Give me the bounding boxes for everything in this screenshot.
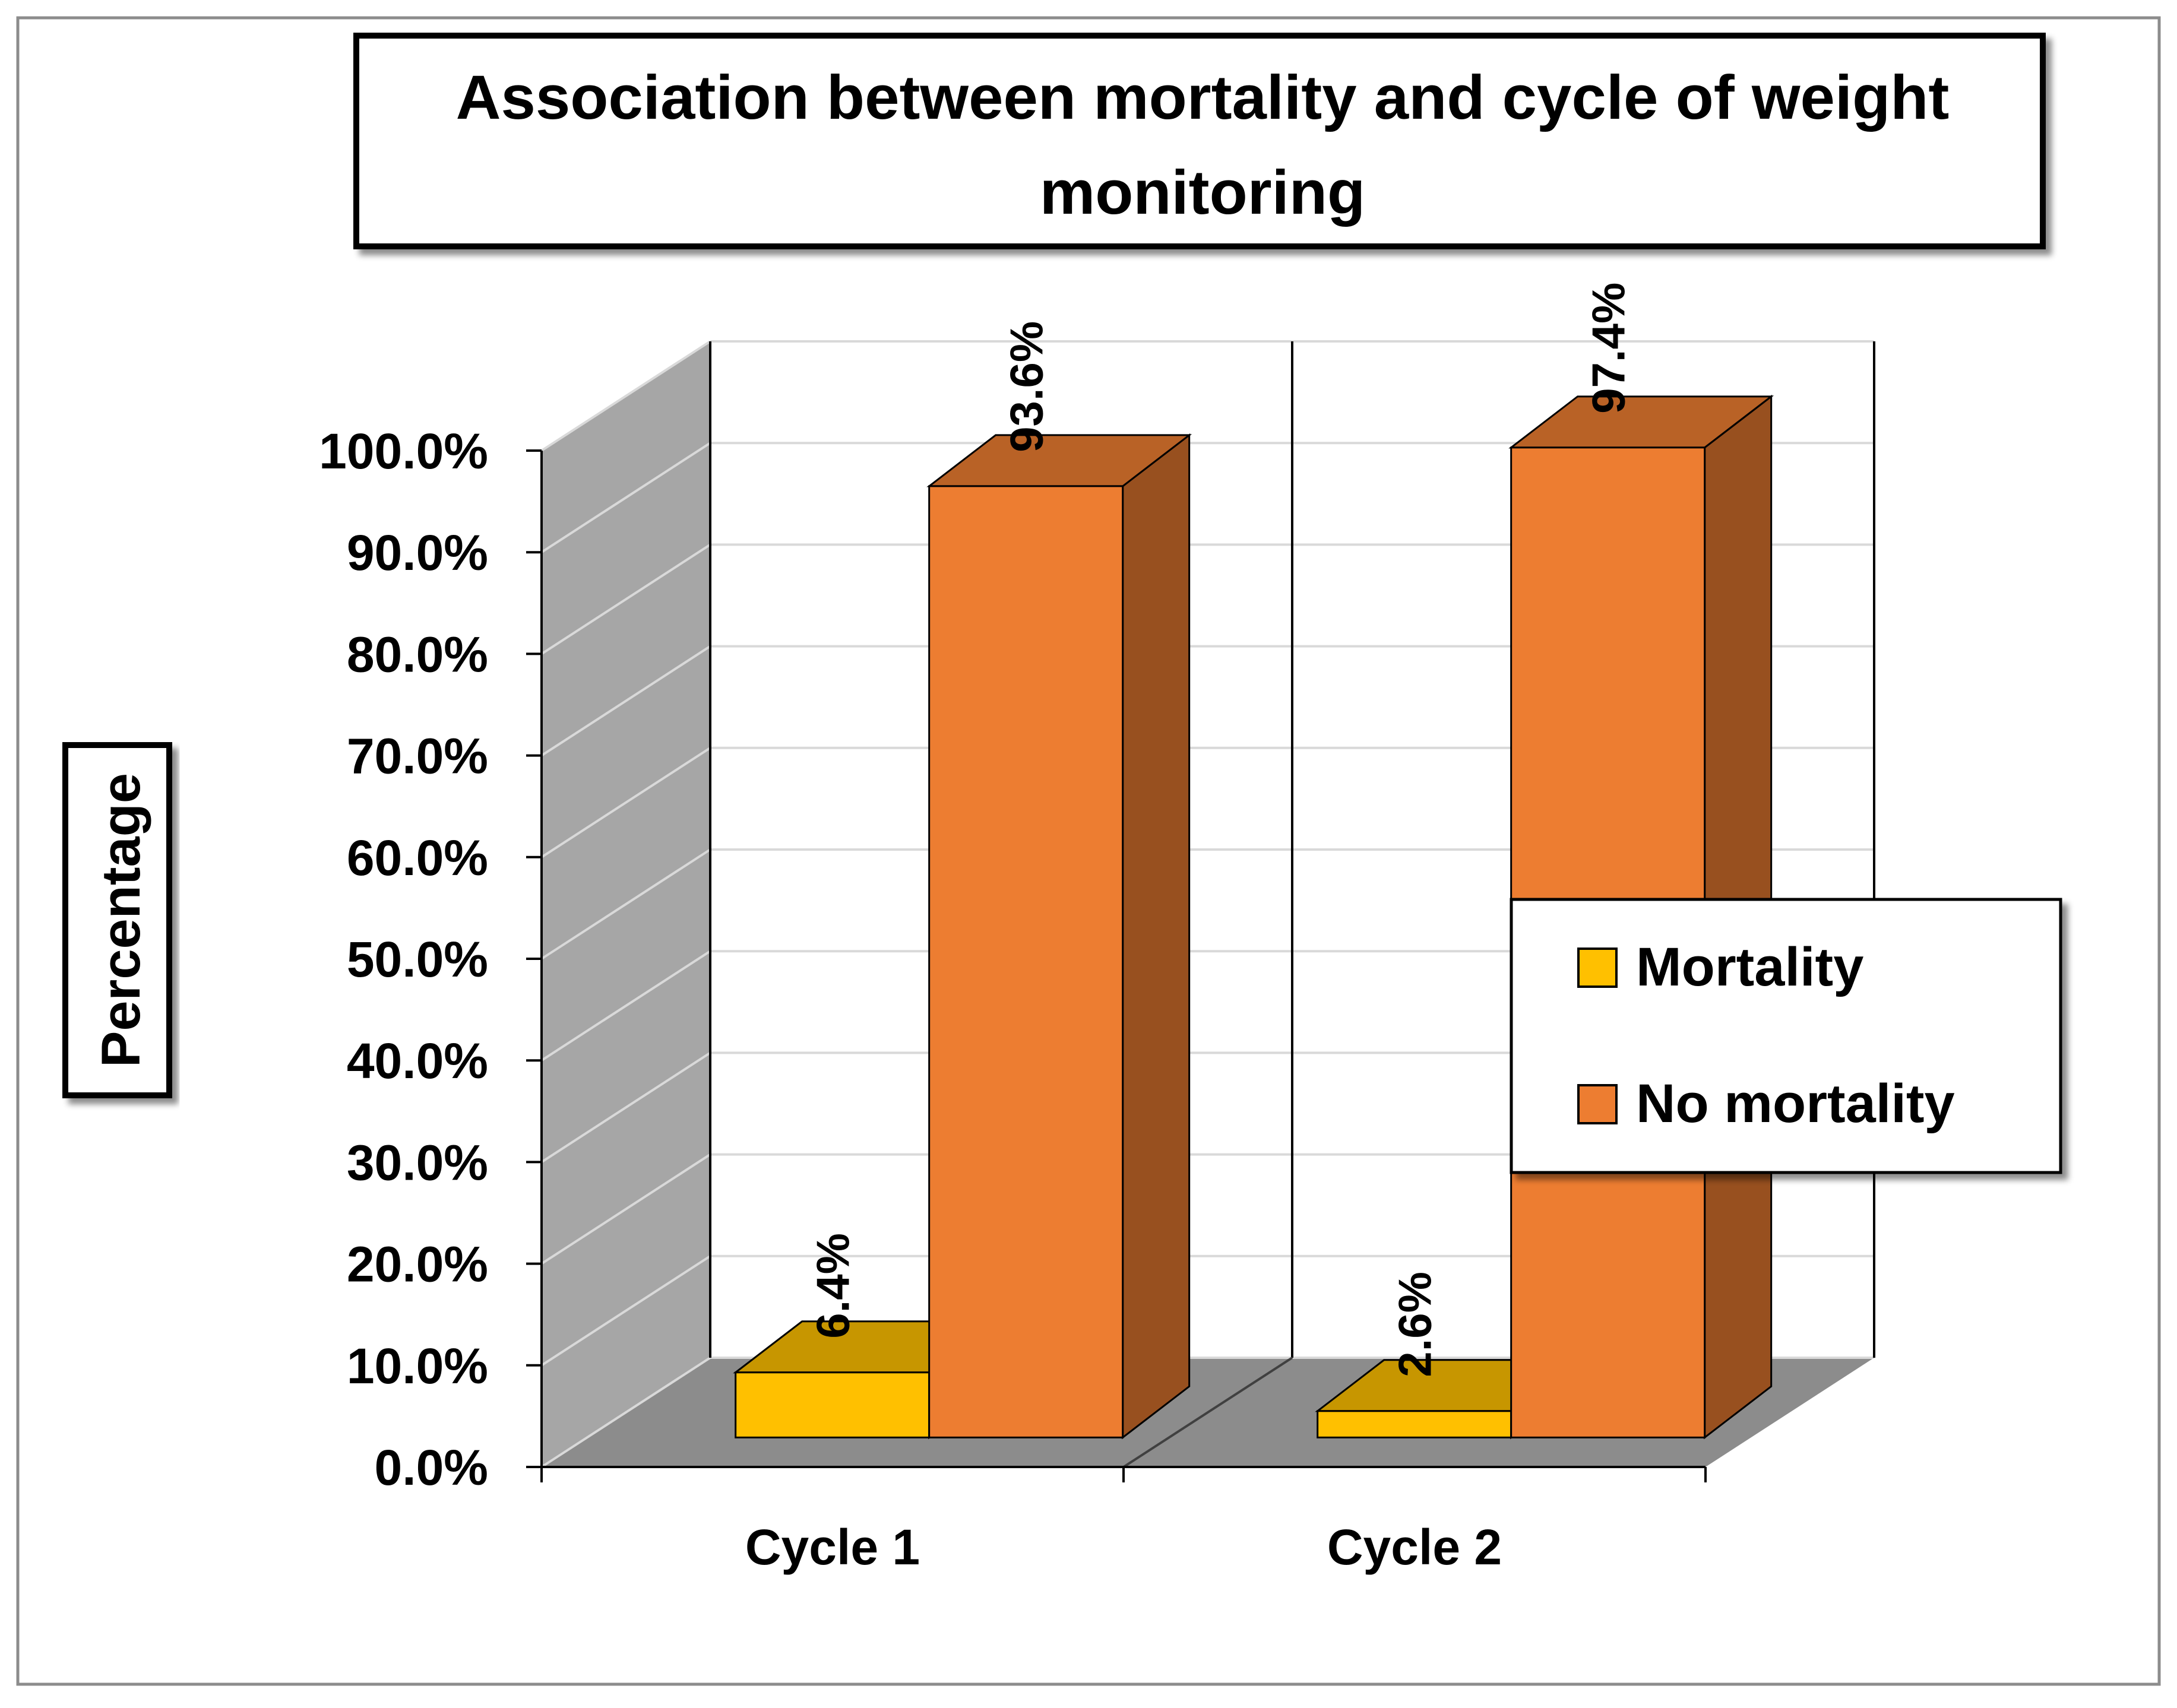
y-axis-title-box [62,742,172,1098]
data-labels: 6.4% 93.6% 2.6% 97.4% [807,283,1635,1377]
y-tick-label: 10.0% [347,1338,488,1394]
bar-no-mortality-cycle-1 [926,433,1192,1440]
data-label-mortality-cycle-1: 6.4% [807,1233,859,1339]
y-tick-label: 0.0% [375,1440,488,1495]
axes [526,449,1707,1482]
y-tick-label: 100.0% [319,423,488,479]
title-line-2: monitoring [1040,158,1365,227]
gridline-side [540,340,711,452]
gridline-side [540,1357,711,1468]
gridline-side [540,442,711,553]
y-tick-label: 70.0% [347,728,488,784]
bar-front [735,1371,931,1438]
gridline-side [540,543,711,655]
legend-label-no-mortality: No mortality [1636,1073,1955,1134]
gridline-side [540,950,711,1061]
legend: Mortality No mortality [1510,898,2062,1174]
title-line-1: Association between mortality and cycle … [456,63,1950,132]
data-label-no-mortality-cycle-1: 93.6% [1001,321,1053,452]
gridline-side [540,1051,711,1164]
bar-front [1317,1410,1512,1438]
floor-divider [1122,1357,1293,1468]
legend-item-mortality: Mortality [1577,937,1863,997]
y-tick-label: 30.0% [347,1135,488,1190]
gridline-side [540,1255,711,1367]
legend-label-mortality: Mortality [1636,937,1863,997]
chart-title: Association between mortality and cycle … [353,33,2046,249]
y-tick-label: 50.0% [347,931,488,987]
gridline-side [540,747,711,858]
y-tick-label: 20.0% [347,1237,488,1292]
x-tick-label: Cycle 1 [745,1519,920,1575]
y-tick-label: 60.0% [347,830,488,886]
y-axis-title: Percentage [62,742,172,1098]
y-tick-label: 40.0% [347,1033,488,1089]
y-axis-label: Percentage [91,773,151,1067]
title-box [353,33,2046,249]
data-label-no-mortality-cycle-2: 97.4% [1583,283,1635,414]
data-label-mortality-cycle-2: 2.6% [1389,1272,1441,1377]
x-tick-labels: Cycle 1 Cycle 2 [745,1519,1502,1575]
legend-swatch-no-mortality [1577,1084,1618,1124]
bar-front [928,485,1124,1438]
gridline-side [540,1153,711,1265]
y-tick-label: 90.0% [347,525,488,581]
y-tick-labels: 0.0% 10.0% 20.0% 30.0% 40.0% 50.0% 60.0% 70.0% 8… [319,423,488,1495]
gridline-side [540,645,711,757]
legend-box [1510,898,2062,1174]
legend-item-no-mortality: No mortality [1577,1073,1955,1134]
bar-side [1122,433,1191,1440]
legend-swatch-mortality [1577,948,1618,988]
y-tick-label: 80.0% [347,626,488,682]
x-tick-label: Cycle 2 [1327,1519,1502,1575]
gridline-side [540,848,711,960]
